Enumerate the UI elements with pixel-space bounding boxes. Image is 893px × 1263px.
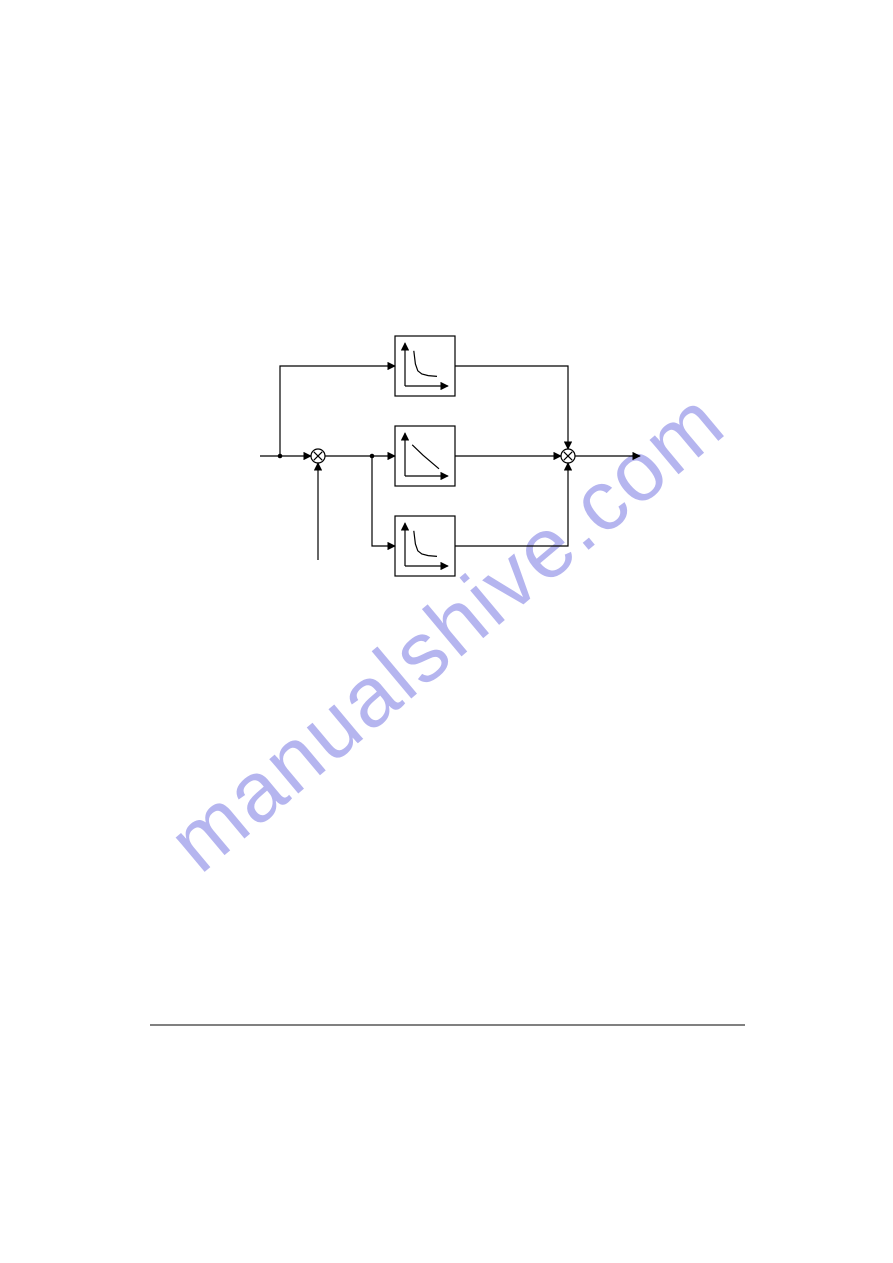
summing-node-sum_left [311, 449, 325, 463]
edge-branch_top-block_top [280, 366, 395, 456]
edge-block_bot-sum_right [455, 463, 568, 546]
block-block_bot [395, 516, 455, 576]
block-diagram [0, 0, 893, 1263]
edge-block_top-sum_right [455, 366, 568, 449]
block-block_top [395, 336, 455, 396]
edge-d_branch-block_bot [372, 456, 395, 546]
block-block_mid [395, 426, 455, 486]
summing-node-sum_right [561, 449, 575, 463]
